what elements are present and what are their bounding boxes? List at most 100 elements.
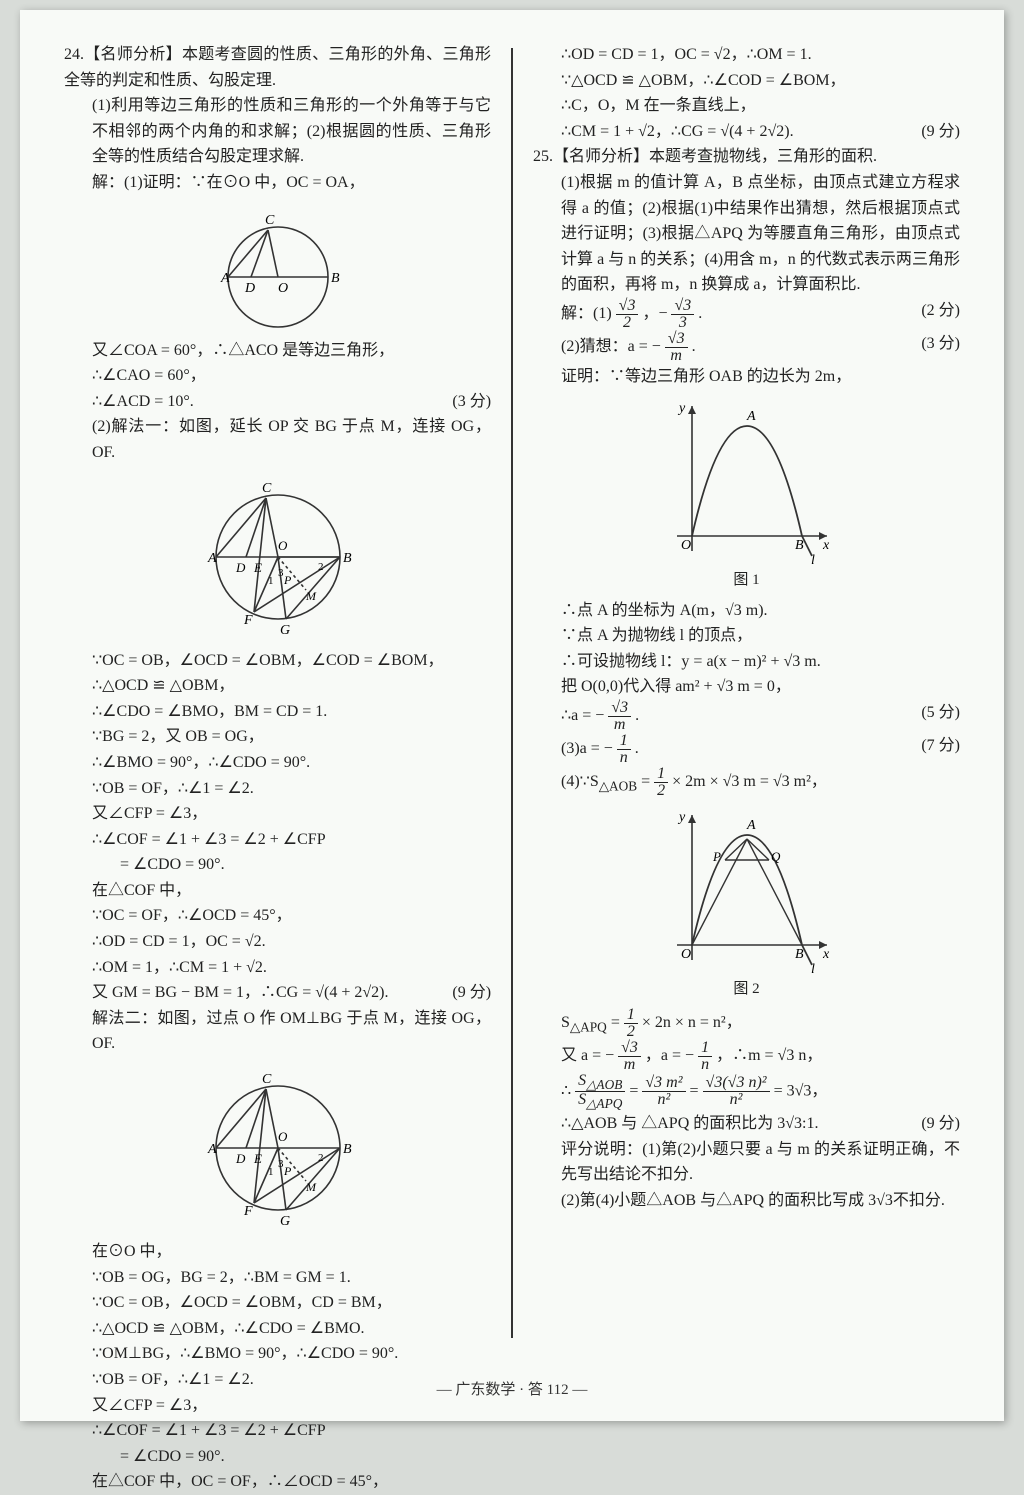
- r4-text: ∴CM = 1 + √2，∴CG = √(4 + 2√2).: [561, 123, 794, 140]
- fig3-B: B: [795, 538, 804, 553]
- figure-24-1: A B C D O: [64, 202, 491, 332]
- r6: (2)猜想：a = − √3m . (3 分): [533, 331, 960, 364]
- lbl3-2: 2: [318, 1152, 324, 1164]
- l6: (2)解法一：如图，延长 OP 交 BG 于点 M，连接 OG，OF.: [64, 414, 491, 465]
- lbl-O: O: [278, 281, 288, 296]
- l9: ∴∠CDO = ∠BMO，BM = CD = 1.: [64, 699, 491, 725]
- l27: 又∠CFP = ∠3，: [64, 1393, 491, 1419]
- q24-title: 24.【名师分析】本题考查圆的性质、三角形的外角、三角形全等的判定和性质、勾股定…: [64, 42, 491, 93]
- lbl2-1: 1: [268, 575, 274, 587]
- l10: ∵BG = 2，又 OB = OG，: [64, 724, 491, 750]
- r17c: =: [690, 1083, 703, 1100]
- l5: ∴∠ACD = 10°. (3 分): [64, 389, 491, 415]
- frac-r17a: S△AOB S△APQ: [575, 1073, 625, 1111]
- fig4-P: P: [712, 849, 721, 864]
- column-divider: [511, 48, 513, 1338]
- r16b: ，a = −: [645, 1047, 698, 1064]
- l4: ∴∠CAO = 60°，: [64, 363, 491, 389]
- frac-r17b: √3 m²n²: [642, 1075, 685, 1108]
- l22: ∵OB = OG，BG = 2，∴BM = GM = 1.: [64, 1265, 491, 1291]
- r12: ∴a = − √3m . (5 分): [533, 700, 960, 733]
- lbl3-1: 1: [268, 1166, 274, 1178]
- l26: ∵OB = OF，∴∠1 = ∠2.: [64, 1367, 491, 1393]
- frac-r14: 12: [654, 766, 668, 799]
- fig4-A: A: [746, 818, 756, 833]
- r15c: × 2n × n = n²，: [642, 1014, 742, 1031]
- l19-text: 又 GM = BG − BM = 1，∴CG = √(4 + 2√2).: [92, 984, 388, 1001]
- r19: 评分说明：(1)第(2)小题只要 a 与 m 的关系证明正确，不先写出结论不扣分…: [533, 1137, 960, 1188]
- frac-r16a: √3m: [618, 1040, 641, 1073]
- fig4-x: x: [822, 947, 830, 962]
- lbl-C: C: [265, 213, 275, 228]
- lbl-A: A: [220, 271, 230, 286]
- lbl3-C: C: [262, 1072, 272, 1087]
- fig3-cap: 图 1: [533, 568, 960, 592]
- figure-25-2: O A B P Q x y l 图 2: [533, 805, 960, 1001]
- q24-analysis: (1)利用等边三角形的性质和三角形的一个外角等于与它不相邻的两个内角的和求解；(…: [64, 93, 491, 170]
- sep: ，−: [642, 305, 671, 322]
- r13a: (3)a = −: [561, 740, 617, 757]
- lbl2-F: F: [243, 613, 253, 628]
- r18: ∴△AOB 与 △APQ 的面积比为 3√3:1. (9 分): [533, 1111, 960, 1137]
- r7: 证明：∵等边三角形 OAB 的边长为 2m，: [533, 364, 960, 390]
- r14b: =: [641, 773, 654, 790]
- l5-text: ∴∠ACD = 10°.: [92, 393, 194, 410]
- q25-title: 25.【名师分析】本题考查抛物线，三角形的面积.: [533, 144, 960, 170]
- r6a: (2)猜想：a = −: [561, 338, 665, 355]
- l19: 又 GM = BG − BM = 1，∴CG = √(4 + 2√2). (9 …: [64, 980, 491, 1006]
- lbl3-M: M: [305, 1180, 317, 1194]
- r5end: .: [698, 305, 702, 322]
- lbl2-A: A: [207, 551, 217, 566]
- r15sub: △APQ: [570, 1019, 607, 1034]
- fig4-y: y: [677, 810, 686, 825]
- frac1: √32: [616, 298, 639, 331]
- r11: 把 O(0,0)代入得 am² + √3 m = 0，: [533, 674, 960, 700]
- figure-25-1: O A B x y l 图 1: [533, 396, 960, 592]
- l20: 解法二：如图，过点 O 作 OM⊥BG 于点 M，连接 OG，OF.: [64, 1006, 491, 1057]
- lbl3-E: E: [253, 1151, 262, 1166]
- score-3: (3 分): [452, 389, 491, 415]
- figure-24-2: A B C D E F G O P M 1 2 3: [64, 472, 491, 642]
- lbl3-F: F: [243, 1204, 253, 1219]
- r4: ∴CM = 1 + √2，∴CG = √(4 + 2√2). (9 分): [533, 119, 960, 145]
- score-9c: (9 分): [921, 1111, 960, 1137]
- r14sub: △AOB: [599, 778, 637, 793]
- fig4-B: B: [795, 947, 804, 962]
- lbl3-A: A: [207, 1142, 217, 1157]
- q25-analysis: (1)根据 m 的值计算 A，B 点坐标，由顶点式建立方程求得 a 的值；(2)…: [533, 170, 960, 298]
- l12: ∵OB = OF，∴∠1 = ∠2.: [64, 776, 491, 802]
- r3: ∴C，O，M 在一条直线上，: [533, 93, 960, 119]
- lbl3-D: D: [235, 1151, 246, 1166]
- l7: ∵OC = OB，∠OCD = ∠OBM，∠COD = ∠BOM，: [64, 648, 491, 674]
- r15a: S: [561, 1014, 570, 1031]
- lbl3-3: 3: [278, 1158, 284, 1170]
- r6end: .: [692, 338, 696, 355]
- q24-sol1: 解：(1)证明：∵在⊙O 中，OC = OA，: [64, 170, 491, 196]
- lbl2-3: 3: [278, 567, 284, 579]
- lbl-B: B: [331, 271, 340, 286]
- r16a: 又 a = −: [561, 1047, 618, 1064]
- fig4-cap: 图 2: [533, 977, 960, 1001]
- frac-r6: √3m: [665, 331, 688, 364]
- score-9b: (9 分): [921, 119, 960, 145]
- r12end: .: [635, 707, 639, 724]
- r17d: = 3√3，: [774, 1083, 828, 1100]
- score-5: (5 分): [921, 700, 960, 726]
- l15: 在△COF 中，: [64, 878, 491, 904]
- figure-24-3: A B C D E F G O P M 1 2 3: [64, 1063, 491, 1233]
- r18-text: ∴△AOB 与 △APQ 的面积比为 3√3:1.: [561, 1115, 819, 1132]
- frac-r17c: √3(√3 n)²n²: [703, 1075, 770, 1108]
- r20: (2)第(4)小题△AOB 与△APQ 的面积比写成 3√3不扣分.: [533, 1188, 960, 1214]
- two-columns: 24.【名师分析】本题考查圆的性质、三角形的外角、三角形全等的判定和性质、勾股定…: [64, 42, 960, 1362]
- frac-r13: 1n: [617, 733, 631, 766]
- l3: 又∠COA = 60°，∴△ACO 是等边三角形，: [64, 338, 491, 364]
- lbl2-O: O: [278, 538, 288, 553]
- frac-r12: √3m: [608, 700, 631, 733]
- r13end: .: [635, 740, 639, 757]
- r17: ∴ S△AOB S△APQ = √3 m²n² = √3(√3 n)²n² = …: [533, 1073, 960, 1111]
- score-3b: (3 分): [921, 331, 960, 357]
- lbl3-O: O: [278, 1129, 288, 1144]
- fig3-O: O: [681, 538, 691, 553]
- lbl2-E: E: [253, 560, 262, 575]
- fig3-l: l: [811, 553, 815, 566]
